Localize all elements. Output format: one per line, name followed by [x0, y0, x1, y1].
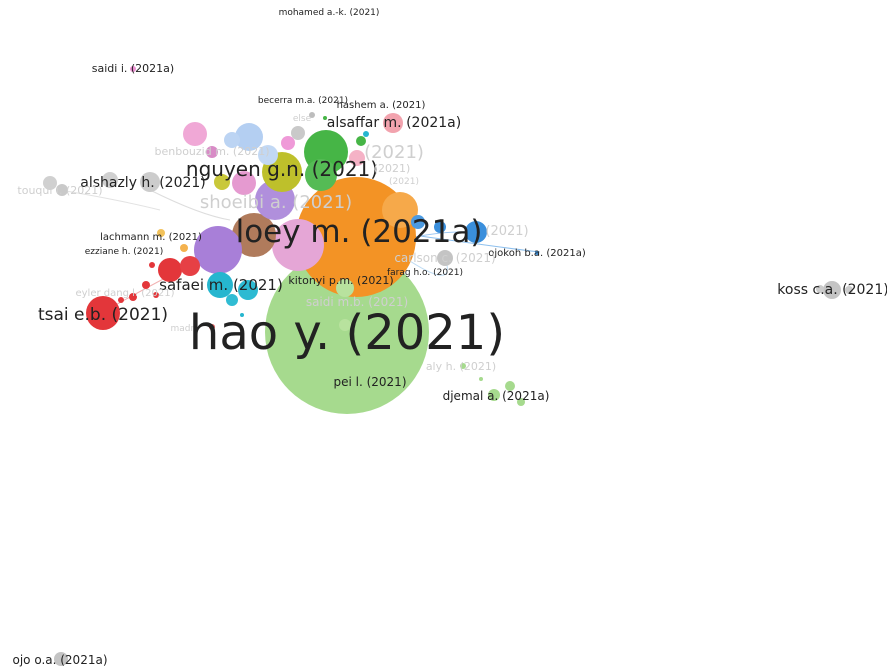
label-tsai: tsai e.b. (2021)	[38, 305, 168, 325]
label-benbouzid: benbouzid m. (2021)	[154, 145, 269, 158]
label-mohamed: mohamed a.-k. (2021)	[279, 8, 380, 18]
node-koss-2[interactable]	[816, 285, 824, 293]
node-pink-light-2[interactable]	[349, 150, 365, 166]
node-olive-small[interactable]	[214, 174, 230, 190]
node-blue-light-3[interactable]	[224, 132, 240, 148]
label-else: else	[293, 114, 312, 124]
network-link	[149, 189, 231, 221]
node-carlson[interactable]	[437, 250, 453, 266]
node-koss-1[interactable]	[823, 281, 841, 299]
node-djemal[interactable]	[488, 389, 500, 401]
label-shoeibi: shoeibi a. (2021)	[200, 192, 352, 213]
label-lachmann: lachmann m. (2021)	[100, 232, 202, 243]
node-green-tiny-2[interactable]	[356, 136, 366, 146]
label-alsaffar: alsaffar m. (2021a)	[327, 115, 461, 131]
network-link	[419, 235, 541, 253]
node-blue-1[interactable]	[465, 221, 487, 243]
label-nguyen: nguyen g.n. (2021)	[186, 157, 378, 181]
node-blue-4[interactable]	[535, 251, 539, 255]
node-red-6[interactable]	[118, 297, 124, 303]
node-red-5[interactable]	[153, 292, 159, 298]
node-hao[interactable]	[265, 250, 429, 414]
node-aly[interactable]	[460, 363, 466, 369]
node-touqui-2[interactable]	[56, 184, 68, 196]
node-grey-upper[interactable]	[291, 126, 305, 140]
label-alshazly: alshazly h. (2021)	[80, 175, 206, 191]
node-brown[interactable]	[232, 213, 276, 257]
label-aly: aly h. (2021)	[426, 360, 496, 373]
node-red-2[interactable]	[180, 256, 200, 276]
node-grey-small[interactable]	[309, 112, 315, 118]
label-eyler: eyler dang l. (2021)	[75, 288, 174, 299]
node-touqui-1[interactable]	[43, 176, 57, 190]
node-pink-1[interactable]	[183, 122, 207, 146]
label-pei: pei l. (2021)	[333, 375, 406, 389]
label-saidi-i: saidi i. (2021a)	[92, 62, 174, 75]
node-blue-3[interactable]	[411, 215, 425, 229]
node-red-4[interactable]	[129, 293, 137, 301]
node-pink-4[interactable]	[281, 136, 295, 150]
network-nodes	[43, 66, 853, 666]
label-ojokoh: ojokoh b.a. (2021a)	[488, 248, 586, 259]
node-red-3[interactable]	[142, 281, 150, 289]
network-link	[59, 189, 161, 211]
node-blue-light-2[interactable]	[258, 145, 278, 165]
label-koss: koss c.a. (2021)	[777, 282, 887, 298]
label-djemal: djemal a. (2021a)	[443, 389, 550, 403]
node-green-tiny-3[interactable]	[323, 116, 327, 120]
label-kitonyi: kitonyi p.m. (2021)	[288, 274, 393, 287]
label-safaei: safaei m. (2021)	[159, 276, 283, 294]
label-ezziane: ezziane h. (2021)	[85, 247, 163, 257]
label-madry: madry	[170, 324, 200, 334]
label-loey-ghost: (2021)	[364, 142, 424, 163]
node-green-tiny-4[interactable]	[336, 279, 354, 297]
node-djemal-3[interactable]	[517, 398, 525, 406]
node-yellow-2[interactable]	[180, 244, 188, 252]
node-ojo[interactable]	[54, 652, 68, 666]
label-farag: farag h.o. (2021)	[387, 268, 463, 278]
node-purple-large[interactable]	[194, 226, 242, 274]
node-pink-2[interactable]	[232, 171, 256, 195]
node-pink-large[interactable]	[272, 219, 324, 271]
label-loey: loey m. (2021a)	[236, 214, 483, 250]
node-red-1[interactable]	[158, 258, 182, 282]
node-blue-2[interactable]	[434, 221, 446, 233]
node-labels: mohamed a.-k. (2021) saidi i. (2021a) be…	[12, 8, 887, 667]
label-loey-side-ghost: (2021)	[485, 224, 528, 239]
node-cyan-5[interactable]	[363, 131, 369, 137]
node-koss-3[interactable]	[845, 286, 853, 294]
node-green-tiny-1[interactable]	[479, 377, 483, 381]
node-cyan-2[interactable]	[238, 280, 258, 300]
label-hao: hao y. (2021)	[189, 305, 505, 361]
node-pink-tiny[interactable]	[130, 66, 136, 72]
node-pink-light-1[interactable]	[383, 113, 403, 133]
node-alshazly-2[interactable]	[102, 172, 118, 188]
label-carlson: carlson c. (2021)	[394, 251, 495, 265]
node-green-dark[interactable]	[305, 159, 337, 191]
node-cyan-4[interactable]	[240, 313, 244, 317]
label-touqui: touqui i. (2021)	[17, 184, 102, 197]
label-saidi-m: saidi m.b. (2021)	[306, 295, 408, 309]
node-cyan-3[interactable]	[226, 294, 238, 306]
node-orange-small[interactable]	[382, 192, 418, 228]
node-green-tiny-5[interactable]	[339, 319, 351, 331]
label-mid-ghost: (2021)	[374, 162, 411, 175]
node-red-7[interactable]	[149, 262, 155, 268]
node-yellow-1[interactable]	[157, 229, 165, 237]
node-tsai[interactable]	[86, 296, 120, 330]
node-cyan-1[interactable]	[207, 272, 233, 298]
node-pink-3[interactable]	[206, 146, 218, 158]
node-djemal-2[interactable]	[505, 381, 515, 391]
label-becerra: becerra m.a. (2021)	[258, 96, 348, 106]
label-small-ghost: (2021)	[389, 177, 419, 187]
node-blue-light-1[interactable]	[235, 123, 263, 151]
node-alshazly-1[interactable]	[140, 172, 160, 192]
node-red-tiny[interactable]	[209, 324, 215, 330]
label-ojo: ojo o.a. (2021a)	[12, 653, 107, 667]
label-hashem: hashem a. (2021)	[337, 100, 426, 111]
